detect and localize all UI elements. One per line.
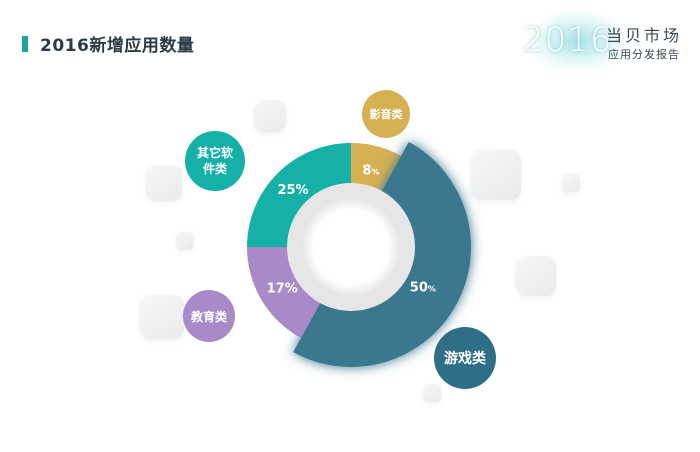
slice-labels: 8%50%17%25% [267, 164, 436, 297]
bubble-media: 影音类 [362, 90, 410, 138]
decor-square [423, 384, 441, 402]
decor-square [254, 100, 286, 132]
bubble-other-label-line1: 其它软 [196, 146, 233, 160]
slice-label-value: 25 [277, 183, 295, 198]
slice-label-unit: % [285, 282, 298, 297]
slice-label-education: 17% [267, 282, 298, 297]
donut-hole [301, 197, 401, 297]
slice-label-value: 8 [362, 164, 371, 179]
brand-glow [525, 10, 630, 72]
title-accent-bar [22, 36, 28, 52]
decor-square [516, 256, 556, 296]
brand-name: 当贝市场 [606, 26, 683, 45]
decor-square [176, 232, 194, 250]
slice-label-unit: % [428, 285, 436, 294]
page-title: 2016新增应用数量 [40, 36, 195, 56]
brand-year: 2016 [522, 20, 613, 60]
slice-label-unit: % [296, 183, 309, 198]
bubble-other: 其它软 件类 [185, 131, 245, 191]
bubble-other-label-line2: 件类 [202, 162, 227, 176]
bubble-media-label: 影音类 [369, 108, 403, 121]
bubble-games: 游戏类 [434, 327, 496, 389]
decor-square [146, 165, 182, 201]
slice-label-value: 17 [267, 282, 285, 297]
slice-label-unit: % [371, 168, 379, 177]
decor-square [562, 174, 580, 192]
slice-label-value: 50 [410, 281, 428, 296]
slice-label-media: 8% [362, 164, 379, 179]
bubble-education-label: 教育类 [190, 309, 227, 324]
bubble-education: 教育类 [183, 290, 235, 342]
slice-label-other: 25% [277, 183, 308, 198]
decor-square [140, 295, 184, 339]
slice-label-games: 50% [410, 281, 436, 296]
decor-square [471, 150, 521, 200]
brand-subtitle: 应用分发报告 [608, 48, 680, 61]
bubble-games-label: 游戏类 [444, 351, 486, 367]
